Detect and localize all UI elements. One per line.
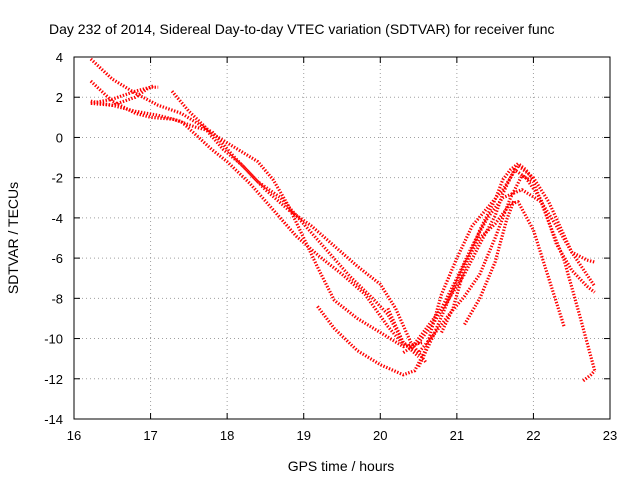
y-tick-label: -14 bbox=[44, 412, 63, 427]
y-tick-label: -8 bbox=[51, 291, 63, 306]
x-tick-label: 23 bbox=[603, 428, 617, 443]
series-line-s7 bbox=[316, 164, 597, 377]
series-line-s2 bbox=[89, 79, 420, 358]
y-tick-label: -2 bbox=[51, 171, 63, 186]
series-line-s13 bbox=[463, 199, 516, 326]
series-line-s1 bbox=[89, 57, 428, 364]
series-line-s9 bbox=[409, 188, 596, 350]
series-line-s10 bbox=[417, 174, 597, 372]
x-tick-label: 21 bbox=[450, 428, 464, 443]
series-line-s12 bbox=[440, 162, 535, 334]
y-tick-label: 2 bbox=[56, 90, 63, 105]
x-tick-label: 22 bbox=[526, 428, 540, 443]
y-tick-label: 4 bbox=[56, 50, 63, 65]
series-line-s6 bbox=[170, 90, 423, 349]
x-tick-label: 17 bbox=[143, 428, 157, 443]
chart-title: Day 232 of 2014, Sidereal Day-to-day VTE… bbox=[49, 21, 555, 37]
x-tick-label: 18 bbox=[220, 428, 234, 443]
series-line-s8 bbox=[402, 168, 596, 354]
plot-frame bbox=[73, 56, 611, 420]
grid-lines bbox=[74, 57, 610, 419]
x-tick-label: 20 bbox=[373, 428, 387, 443]
y-tick-label: -4 bbox=[51, 211, 63, 226]
y-tick-label: 0 bbox=[56, 130, 63, 145]
series-line-s11 bbox=[386, 200, 566, 355]
x-tick-label: 19 bbox=[296, 428, 310, 443]
series-line-s4 bbox=[90, 101, 405, 346]
x-tick-label: 16 bbox=[67, 428, 81, 443]
x-axis-label: GPS time / hours bbox=[288, 458, 395, 474]
y-tick-label: -10 bbox=[44, 332, 63, 347]
series-line-s5 bbox=[90, 85, 159, 105]
y-axis-label: SDTVAR / TECUs bbox=[5, 182, 21, 294]
data-series-group bbox=[89, 57, 597, 383]
y-tick-label: -12 bbox=[44, 372, 63, 387]
y-tick-label: -6 bbox=[51, 251, 63, 266]
series-line-s14 bbox=[582, 369, 596, 383]
